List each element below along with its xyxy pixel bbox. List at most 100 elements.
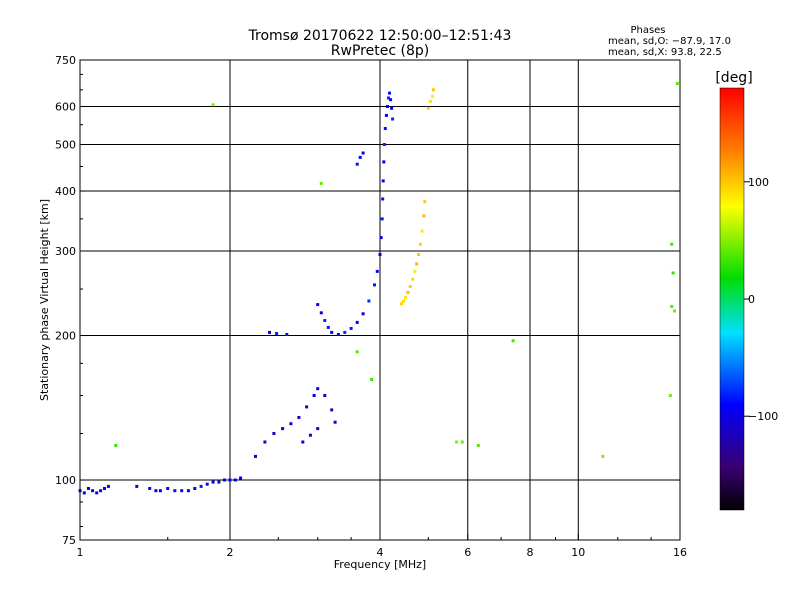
data-point xyxy=(420,229,424,233)
data-point xyxy=(106,484,110,488)
data-point xyxy=(319,311,323,315)
data-point xyxy=(400,302,404,306)
data-point xyxy=(316,303,320,307)
data-point xyxy=(114,444,118,447)
data-points xyxy=(78,82,679,495)
data-point xyxy=(349,326,353,330)
colorbar-tick-label: 100 xyxy=(748,176,769,189)
data-point xyxy=(408,285,412,288)
data-point xyxy=(87,487,90,490)
data-point xyxy=(390,106,394,110)
data-point xyxy=(323,394,327,397)
data-point xyxy=(316,427,320,431)
data-point xyxy=(375,269,379,273)
data-point xyxy=(135,484,139,488)
data-point xyxy=(289,422,293,426)
phases-mean-x: mean, sd,X: 93.8, 22.5 xyxy=(608,47,722,58)
data-point xyxy=(301,440,305,444)
data-point xyxy=(211,103,215,107)
colorbar-tick-label: 0 xyxy=(748,293,755,306)
data-point xyxy=(319,181,323,185)
data-point xyxy=(358,155,362,159)
data-point xyxy=(186,489,190,493)
data-point xyxy=(511,339,515,343)
x-tick-label: 4 xyxy=(377,546,384,559)
data-point xyxy=(297,416,301,419)
x-tick-label: 6 xyxy=(464,546,471,559)
data-point xyxy=(180,489,184,493)
x-axis: 1 2 4 6 8 10 16 xyxy=(77,534,687,559)
data-point xyxy=(370,378,374,381)
data-point xyxy=(330,330,334,334)
data-point xyxy=(668,394,672,397)
data-point xyxy=(367,299,371,303)
data-point xyxy=(673,309,676,313)
data-point xyxy=(355,350,359,354)
data-point xyxy=(670,304,674,308)
data-point xyxy=(670,242,674,246)
data-point xyxy=(361,151,365,155)
data-point xyxy=(379,236,383,240)
x-tick-label: 8 xyxy=(527,546,534,559)
data-point xyxy=(382,143,386,146)
data-point xyxy=(239,476,243,480)
data-point xyxy=(404,296,407,299)
colorbar-tick-label: −100 xyxy=(748,410,778,423)
data-point xyxy=(166,487,170,490)
x-tick-label: 2 xyxy=(227,546,234,559)
data-point xyxy=(228,478,232,482)
y-tick-label: 500 xyxy=(55,139,76,152)
data-point xyxy=(91,489,95,493)
data-point xyxy=(415,262,419,266)
data-point xyxy=(455,440,459,444)
data-point xyxy=(476,444,480,447)
data-point xyxy=(263,440,267,444)
data-point xyxy=(382,160,386,164)
data-point xyxy=(312,394,316,397)
chart-title-line1: Tromsø 20170622 12:50:00–12:51:43 xyxy=(248,28,512,44)
y-axis-label: Stationary phase Virtual Height [km] xyxy=(38,199,51,401)
data-point xyxy=(381,179,385,183)
data-point xyxy=(254,454,257,458)
data-point xyxy=(426,106,430,110)
data-point xyxy=(361,312,365,316)
data-point xyxy=(381,197,385,201)
data-point xyxy=(384,113,388,117)
data-point xyxy=(418,242,422,246)
phases-mean-o: mean, sd,O: −87.9, 17.0 xyxy=(608,36,731,47)
data-point xyxy=(431,88,435,92)
data-point xyxy=(233,478,237,482)
data-point xyxy=(411,277,415,281)
data-point xyxy=(82,491,86,495)
data-point xyxy=(423,200,427,204)
data-point xyxy=(385,105,389,108)
y-tick-label: 600 xyxy=(55,101,76,114)
data-point xyxy=(431,94,435,98)
data-point xyxy=(305,405,309,409)
colorbar xyxy=(719,87,745,511)
data-point xyxy=(373,283,376,287)
colorbar-label: [deg] xyxy=(715,70,752,86)
data-point xyxy=(671,271,675,275)
data-point xyxy=(330,408,334,412)
data-point xyxy=(383,127,387,130)
data-point xyxy=(154,489,158,493)
data-point xyxy=(211,480,215,484)
data-point xyxy=(103,487,106,490)
grid xyxy=(80,60,680,540)
data-point xyxy=(387,96,390,100)
y-tick-label: 75 xyxy=(62,534,76,547)
data-point xyxy=(417,253,421,256)
data-point xyxy=(389,98,393,102)
x-axis-label: Frequency [MHz] xyxy=(334,558,426,571)
data-point xyxy=(460,440,464,444)
colorbar-ticks: 100 0 −100 xyxy=(744,176,778,423)
data-point xyxy=(380,217,384,221)
data-point xyxy=(428,99,432,103)
data-point xyxy=(413,269,417,273)
data-point xyxy=(388,91,391,95)
y-axis: 75 100 200 300 400 500 600 750 xyxy=(55,54,680,547)
data-point xyxy=(391,117,395,121)
x-tick-label: 1 xyxy=(77,546,84,559)
